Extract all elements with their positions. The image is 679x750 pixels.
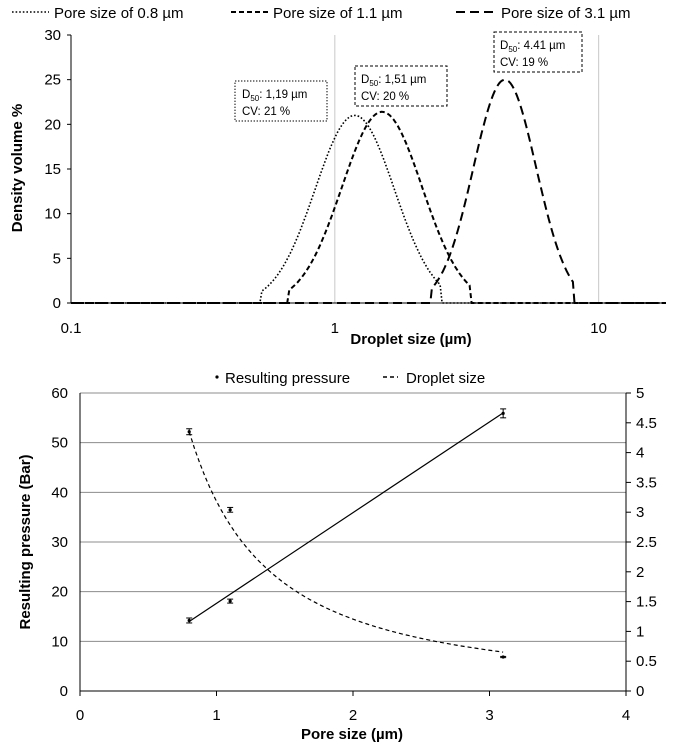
- pressure-chart: 0 10 20 30 40 50 60 0 0.5 1 1.5 2 2.5 3 3.5 4 4.5 5 0 1 2 3…: [17, 370, 657, 743]
- top-y-tick-label: 15: [44, 161, 61, 178]
- bottom-y-tick-label: 60: [51, 385, 68, 402]
- bottom-x-tick-label: 0: [76, 707, 84, 724]
- bottom-x-tick-label: 3: [485, 707, 493, 724]
- legend-label-pressure: Resulting pressure: [225, 370, 350, 387]
- pressure-point: [187, 618, 191, 623]
- bottom-y2-tick-label: 5: [636, 385, 644, 402]
- annotation-d-label: D: [500, 40, 508, 52]
- top-x-tick-label: 0.1: [61, 320, 82, 337]
- top-y-tick-label: 25: [44, 72, 61, 89]
- annotation-d-label: D: [361, 74, 369, 86]
- bottom-y2-tick-label: 4: [636, 445, 644, 462]
- top-y-tick-label: 30: [44, 27, 61, 44]
- droplet-trendline: [188, 431, 504, 653]
- annotation-d-sub: 50: [369, 79, 378, 88]
- legend-label-1-1: Pore size of 1.1 µm: [273, 5, 403, 22]
- legend-label-0-8: Pore size of 0.8 µm: [54, 5, 184, 22]
- top-y-tick-label: 5: [53, 250, 61, 267]
- bottom-y2-tick-label: 1: [636, 623, 644, 640]
- series-curve: [71, 114, 666, 304]
- bottom-x-tick-label: 4: [622, 707, 630, 724]
- bottom-right-tick-labels: 0 0.5 1 1.5 2 2.5 3 3.5 4 4.5 5: [636, 385, 657, 700]
- top-y-axis-title: Density volume %: [9, 104, 26, 232]
- bottom-x-tick-labels: 0 1 2 3 4: [76, 707, 630, 724]
- droplet-point: [187, 430, 191, 434]
- top-y-tick-label: 0: [53, 295, 61, 312]
- bottom-y2-tick-label: 0: [636, 683, 644, 700]
- bottom-y2-tick-label: 3.5: [636, 474, 657, 491]
- svg-text:D50: 1,19 µm: D50: 1,19 µm: [242, 89, 307, 103]
- bottom-y-tick-label: 20: [51, 584, 68, 601]
- top-x-tick-label: 10: [590, 320, 607, 337]
- svg-text:D50: 4.41 µm: D50: 4.41 µm: [500, 40, 565, 54]
- top-y-tick-labels: 0 5 10 15 20 25 30: [44, 27, 61, 312]
- droplet-point: [501, 655, 505, 659]
- annotation-d-sub: 50: [250, 94, 259, 103]
- annotation-d-value: : 1,51 µm: [378, 74, 426, 86]
- top-y-tick-label: 10: [44, 206, 61, 223]
- bottom-y2-tick-label: 0.5: [636, 653, 657, 670]
- pressure-point: [228, 599, 232, 603]
- top-y-tick-label: 20: [44, 116, 61, 133]
- annotation-d-label: D: [242, 89, 250, 101]
- annotation-cv-1-1: CV: 20 %: [361, 91, 409, 103]
- bottom-grid: [79, 392, 631, 696]
- series-curve: [71, 110, 666, 304]
- annotation-d-value: : 4.41 µm: [517, 40, 565, 52]
- droplet-point: [228, 508, 232, 512]
- annotation-d50-0-8: D50: 1,19 µm CV: 21 %: [234, 80, 328, 122]
- annotation-d-sub: 50: [508, 45, 517, 54]
- legend-label-droplet: Droplet size: [406, 370, 485, 387]
- bottom-y2-tick-label: 4.5: [636, 415, 657, 432]
- bottom-x-tick-label: 1: [212, 707, 220, 724]
- bottom-y-tick-label: 10: [51, 633, 68, 650]
- bottom-x-tick-label: 2: [349, 707, 357, 724]
- top-x-tick-labels: 0.1 1 10: [61, 320, 607, 337]
- bottom-y2-tick-label: 1.5: [636, 594, 657, 611]
- legend-marker-pressure: [215, 375, 219, 379]
- pressure-trendline: [188, 412, 504, 622]
- bottom-left-tick-labels: 0 10 20 30 40 50 60: [51, 385, 68, 700]
- bottom-y-tick-label: 40: [51, 484, 68, 501]
- bottom-y-tick-label: 30: [51, 534, 68, 551]
- svg-text:D50: 1,51 µm: D50: 1,51 µm: [361, 74, 426, 88]
- series-curve: [71, 78, 666, 304]
- pressure-point: [501, 411, 505, 415]
- top-x-axis-title: Droplet size (µm): [350, 331, 471, 348]
- bottom-legend: Resulting pressure Droplet size: [215, 370, 485, 387]
- annotation-cv-3-1: CV: 19 %: [500, 57, 548, 69]
- bottom-y2-tick-label: 2.5: [636, 534, 657, 551]
- bottom-y2-tick-label: 2: [636, 564, 644, 581]
- distribution-chart: 0 5 10 15 20 25 30 0.1 1 10 Pore size of 0.8 µm …: [9, 5, 666, 348]
- top-x-tick-label: 1: [331, 320, 339, 337]
- bottom-y-tick-label: 0: [60, 683, 68, 700]
- annotation-cv-0-8: CV: 21 %: [242, 106, 290, 118]
- legend-label-3-1: Pore size of 3.1 µm: [501, 5, 631, 22]
- top-legend: Pore size of 0.8 µm Pore size of 1.1 µm …: [12, 5, 631, 22]
- bottom-y2-tick-label: 3: [636, 504, 644, 521]
- bottom-y-tick-label: 50: [51, 435, 68, 452]
- top-curves: [71, 78, 666, 304]
- bottom-x-axis-title: Pore size (µm): [301, 726, 403, 743]
- bottom-series: [186, 408, 507, 659]
- annotation-d-value: : 1,19 µm: [259, 89, 307, 101]
- annotation-d50-1-1: D50: 1,51 µm CV: 20 %: [354, 65, 448, 107]
- bottom-y-axis-title: Resulting pressure (Bar): [17, 454, 34, 629]
- annotation-d50-3-1: D50: 4.41 µm CV: 19 %: [493, 31, 583, 73]
